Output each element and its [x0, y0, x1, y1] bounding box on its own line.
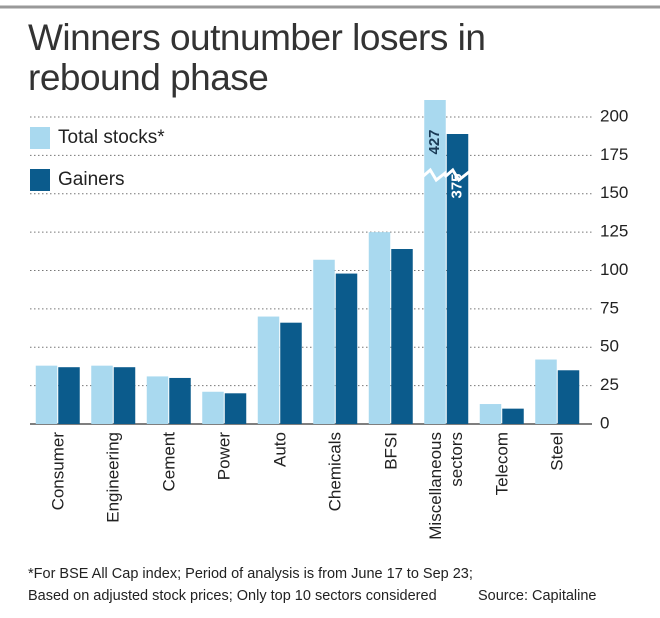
- x-tick-label: BFSI: [381, 432, 401, 470]
- bar: [557, 370, 580, 424]
- y-tick-label: 150: [600, 183, 628, 202]
- bar: [280, 322, 302, 424]
- y-tick-label: 0: [600, 413, 609, 432]
- bar: [224, 393, 247, 424]
- bar-break: [443, 167, 472, 183]
- bar: [368, 232, 391, 424]
- bar: [424, 100, 446, 424]
- bar-break: [421, 167, 449, 183]
- value-label: 427: [426, 129, 443, 154]
- x-tick-label: Chemicals: [325, 432, 345, 512]
- legend-swatch: [30, 169, 50, 191]
- bar: [113, 367, 136, 424]
- bar: [35, 365, 58, 424]
- y-tick-label: 50: [600, 337, 619, 356]
- x-tick-label: Steel: [547, 432, 567, 471]
- bar: [58, 367, 80, 424]
- legend-label: Total stocks*: [58, 127, 165, 148]
- legend-label: Gainers: [58, 169, 125, 190]
- bar: [146, 376, 169, 424]
- x-tick-label: Consumer: [48, 432, 68, 511]
- y-tick-label: 200: [600, 106, 628, 125]
- chart-title: Winners outnumber losers in rebound phas…: [28, 17, 486, 98]
- legend-swatch: [30, 127, 50, 149]
- y-tick-label: 100: [600, 260, 628, 279]
- x-tick-label: Engineering: [103, 432, 123, 523]
- bar: [479, 404, 502, 424]
- bar: [535, 359, 557, 424]
- bar: [391, 249, 413, 424]
- source: Source: Capitaline: [478, 588, 597, 604]
- bar: [169, 377, 191, 424]
- y-tick-label: 75: [600, 298, 619, 317]
- value-label: 375: [448, 173, 465, 198]
- bar: [446, 134, 469, 424]
- bar: [91, 365, 113, 424]
- bar: [202, 391, 224, 424]
- y-tick-label: 175: [600, 145, 628, 164]
- bar: [257, 316, 280, 424]
- x-tick-label: Miscellaneous sectors: [426, 432, 467, 540]
- bar: [335, 273, 358, 424]
- x-tick-label: Cement: [159, 432, 179, 492]
- footnote: *For BSE All Cap index; Period of analys…: [28, 566, 473, 582]
- x-tick-label: Telecom: [492, 432, 512, 496]
- x-tick-label: Auto: [270, 432, 290, 467]
- bar: [313, 259, 335, 424]
- bar: [502, 408, 524, 424]
- y-tick-label: 125: [600, 222, 628, 241]
- footnote: Based on adjusted stock prices; Only top…: [28, 588, 437, 604]
- y-tick-label: 25: [600, 375, 619, 394]
- x-tick-label: Power: [214, 432, 234, 481]
